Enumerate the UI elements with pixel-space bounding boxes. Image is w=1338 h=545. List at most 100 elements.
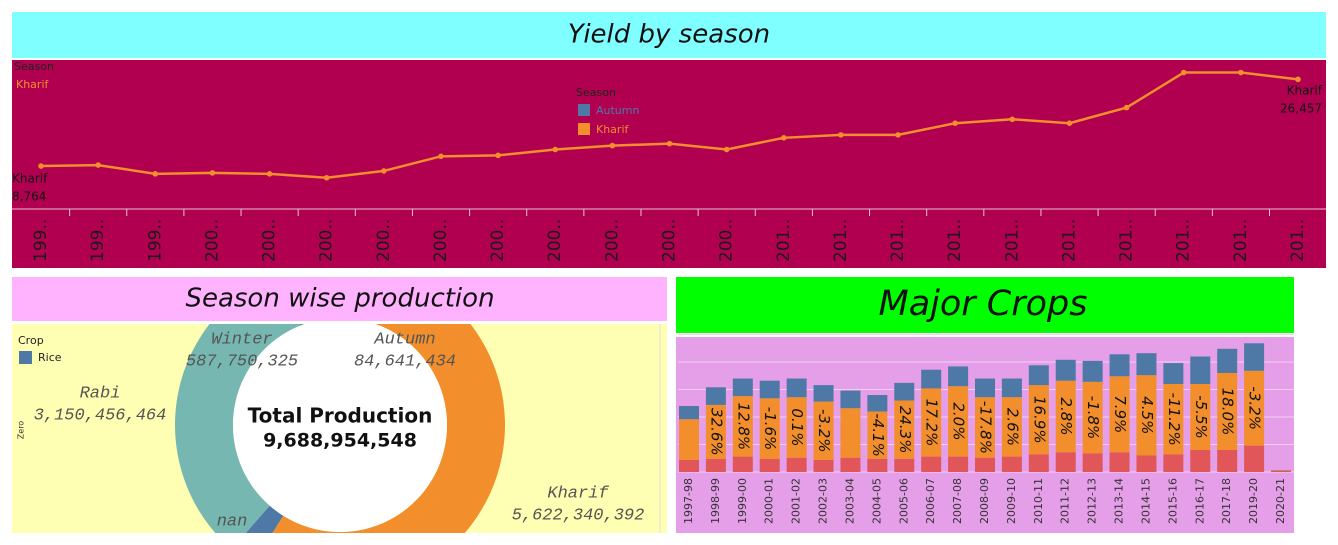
slice-value: 587,750,325 [186,352,298,371]
donut-slice [175,324,301,533]
x-tick-label: 2008-09 [978,478,991,524]
bar-segment [679,406,699,420]
series-label: Kharif [1287,84,1323,98]
x-tick-label: 201.. [1002,219,1022,262]
bar-segment [813,401,834,460]
change-label: -3.2% [1246,386,1264,430]
bar-segment [679,419,699,460]
x-tick-label: 201.. [1059,219,1079,262]
bar-segment [1001,397,1022,457]
bar-segment [759,398,780,459]
x-tick-label: 1998-99 [709,478,722,524]
legend-swatch [578,123,590,135]
legend-label: Autumn [596,104,639,117]
bar-segment [1217,450,1238,472]
bar-segment [1136,353,1157,376]
change-label: 16.9% [1030,396,1048,444]
donut-slice [272,324,505,533]
donut-slice [245,505,284,533]
filter-value: Kharif [16,78,50,91]
slice-value: 84,641,434 [354,352,456,371]
title-bar [676,277,1294,333]
bar-segment [1244,370,1265,446]
donut-slice [299,324,305,326]
x-tick-label: 201.. [774,219,794,262]
slice-label: nan [217,512,248,531]
bar-segment [894,458,915,472]
bar-segment [867,411,888,459]
change-label: 2.0% [950,402,968,440]
x-tick-label: 200.. [317,219,337,262]
x-tick-label: 2002-03 [817,478,830,524]
bar-segment [840,408,861,458]
point [1295,76,1301,83]
bar-segment [1001,378,1022,398]
point [1009,116,1016,123]
bar-segment [1109,354,1130,377]
slice-value: 5,622,340,392 [512,506,645,525]
x-tick-label: 2005-06 [897,478,910,524]
legend-label: Kharif [596,123,630,136]
value-label: 26,457 [1280,102,1322,116]
bar-segment [705,404,726,459]
bar-segment [894,382,915,401]
bar-segment [921,369,942,389]
point [1066,120,1073,126]
chart-title: Major Crops [879,284,1088,324]
center-value: 9,688,954,548 [263,430,417,452]
x-tick-label: 201.. [831,219,851,262]
change-label: 2.8% [1057,397,1075,435]
change-label: 2.6% [1003,408,1021,446]
bar-segment [732,396,753,457]
x-tick-label: 200.. [374,219,394,262]
x-tick-label: 200.. [717,219,737,262]
donut-hole [233,324,447,532]
x-tick-label: 2009-10 [1005,478,1018,524]
x-tick-label: 2001-02 [790,478,803,524]
bar-segment [1244,445,1265,472]
change-label: 0.1% [788,408,806,446]
x-tick-label: 201.. [1117,219,1137,262]
bar-segment [705,458,726,472]
y-axis-label: Zero [17,421,26,440]
point [38,163,44,169]
bar-segment [732,378,753,397]
bar-segment [1028,385,1049,455]
point [1123,104,1130,111]
x-tick-label: 199.. [145,219,165,262]
bar-segment [1163,363,1184,384]
change-label: -4.1% [869,413,887,457]
slice-label: Winter [211,330,272,349]
bar-segment [813,459,834,472]
change-label: -5.5% [1192,395,1210,439]
legend-swatch [19,351,32,364]
x-tick-label: 201.. [888,219,908,262]
x-tick-label: 201.. [1288,219,1308,262]
x-tick-label: 2000-01 [763,478,776,524]
bar-segment [732,456,753,472]
bar-segment [948,386,969,457]
bar-segment [813,385,834,402]
bar-segment [975,397,995,458]
x-tick-label: 200.. [431,219,451,262]
slice-label: Kharif [547,484,609,503]
x-tick-label: 2006-07 [924,478,937,524]
slice-label: Autumn [373,330,435,349]
title-bar [12,12,1326,58]
x-tick-label: 200.. [260,219,280,262]
bar-segment [759,458,780,472]
point [780,135,787,141]
x-tick-label: 2020-21 [1274,478,1287,524]
change-label: 12.8% [734,403,752,451]
bar-segment [1109,452,1130,472]
chart-title: Yield by season [568,20,770,50]
bar-segment [679,459,699,472]
bar-segment [1217,348,1238,373]
change-label: -3.2% [815,409,833,453]
bar-segment [867,458,888,472]
x-tick-label: 2011-12 [1059,478,1072,524]
bar-segment [840,457,861,472]
bar-segment [786,378,807,398]
point [552,146,559,153]
